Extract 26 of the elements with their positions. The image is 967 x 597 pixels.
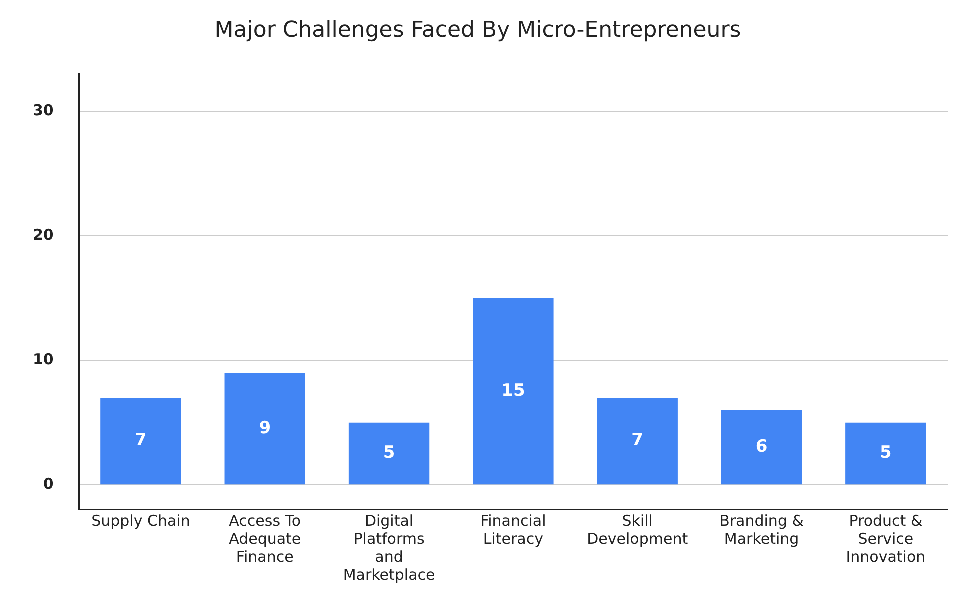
bar xyxy=(597,398,678,485)
x-tick-label: Access To Adequate Finance xyxy=(229,512,302,566)
y-tick-label: 10 xyxy=(33,350,54,369)
y-tick-label: 20 xyxy=(33,226,54,244)
data-label: 7 xyxy=(632,430,644,451)
bar xyxy=(348,422,430,485)
x-tick-label: Skill Development xyxy=(587,512,688,548)
bar xyxy=(846,422,926,485)
data-label: 5 xyxy=(383,443,396,464)
data-label: 9 xyxy=(259,418,272,438)
bar xyxy=(473,298,554,485)
x-tick-label: Branding & Marketing xyxy=(720,512,804,548)
x-tick-label: Supply Chain xyxy=(92,512,190,530)
x-tick-label: Product & Service Innovation xyxy=(846,512,926,566)
bar xyxy=(721,410,802,485)
y-tick-label: 30 xyxy=(33,102,54,120)
chart-title: Major Challenges Faced By Micro-Entrepreneurs xyxy=(214,18,742,43)
x-tick-label: Digital Platforms and Marketplace xyxy=(343,512,436,584)
y-tick-label: 0 xyxy=(43,475,54,493)
data-label: 6 xyxy=(756,436,768,457)
x-tick-label: Financial Literacy xyxy=(480,512,546,548)
data-label: 15 xyxy=(502,380,526,401)
data-label: 7 xyxy=(135,430,147,451)
bar xyxy=(224,373,306,485)
data-label: 5 xyxy=(880,443,892,464)
bar xyxy=(100,398,182,485)
